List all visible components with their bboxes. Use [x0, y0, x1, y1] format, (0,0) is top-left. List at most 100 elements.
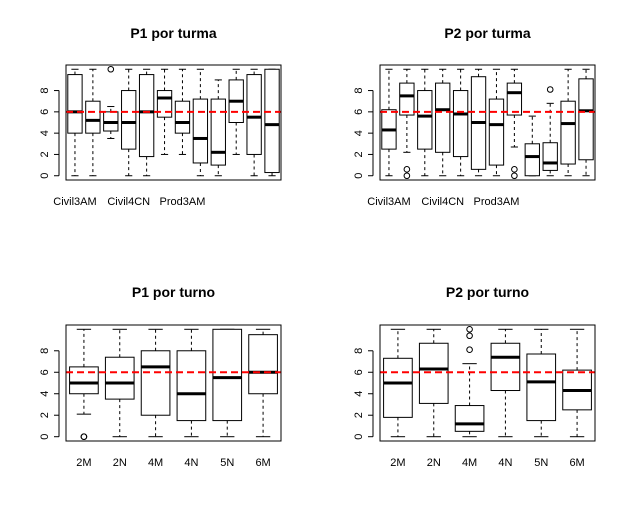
x-tick-label: Prod3AM: [160, 196, 206, 208]
iqr-box: [488, 98, 505, 166]
iqr-box: [264, 68, 280, 174]
y-tick-label: 8: [39, 87, 51, 93]
iqr-box: [140, 350, 171, 416]
x-tick-label: 4N: [184, 457, 198, 469]
iqr-box: [156, 90, 173, 118]
box-5: [452, 68, 469, 177]
outlier-point: [466, 325, 473, 333]
box-10: [542, 86, 558, 177]
iqr-box: [506, 82, 523, 116]
y-tick-label: 8: [353, 348, 365, 354]
iqr-box: [248, 334, 278, 395]
iqr-box: [192, 98, 209, 164]
iqr-box: [524, 143, 540, 177]
box-4: [121, 68, 137, 177]
iqr-box: [246, 74, 262, 155]
y-axis: 0 2 4 6 8: [39, 87, 60, 179]
iqr-box: [383, 357, 413, 418]
box-6: [156, 68, 173, 155]
box-3: [417, 68, 433, 177]
box-5: [526, 328, 557, 438]
chart-panel: P1 por turma 0 2 4 6 8 Civil3AM Civil4CN Prod3AM: [39, 25, 282, 208]
iqr-box: [490, 342, 521, 392]
y-axis: 0 2 4 6 8: [39, 348, 60, 440]
plot-frame: [379, 324, 596, 442]
outlier-point: [466, 346, 473, 354]
y-tick-label: 6: [39, 369, 51, 375]
iqr-box: [560, 100, 576, 165]
box-11: [560, 68, 576, 177]
chart-title: P2 por turno: [446, 284, 529, 300]
box-8: [506, 68, 523, 180]
outlier-point: [511, 166, 518, 173]
x-tick-label: 2N: [427, 457, 441, 469]
box-5: [212, 328, 243, 438]
y-tick-label: 2: [39, 412, 51, 418]
x-tick-label: Prod3AM: [474, 196, 520, 208]
box-4: [176, 328, 207, 438]
box-1: [383, 328, 413, 438]
iqr-box: [138, 74, 155, 158]
box-11: [246, 68, 262, 177]
iqr-box: [418, 342, 449, 404]
chart-panel: P1 por turno 0 2 4 6 8 2M 2N 4M 4N 5N 6M: [39, 284, 282, 469]
box-2: [399, 68, 415, 180]
y-axis: 0 2 4 6 8: [353, 348, 374, 440]
iqr-box: [542, 142, 558, 171]
y-tick-label: 6: [353, 109, 365, 115]
x-tick-label: 2N: [113, 457, 127, 469]
chart-title: P2 por turma: [444, 25, 531, 41]
box-3: [103, 65, 119, 139]
iqr-box: [452, 90, 469, 158]
box-6: [470, 68, 487, 177]
plot-frame: [379, 64, 596, 181]
box-7: [174, 68, 191, 155]
y-tick-label: 4: [353, 391, 365, 397]
x-tick-label: 4M: [462, 457, 477, 469]
y-axis: 0 2 4 6 8: [353, 87, 374, 179]
x-tick-label: 6M: [569, 457, 584, 469]
y-tick-label: 6: [353, 369, 365, 375]
y-tick-label: 4: [39, 130, 51, 136]
x-tick-label: Civil3AM: [53, 196, 96, 208]
outlier-point: [107, 65, 115, 73]
iqr-box: [121, 90, 137, 150]
chart-title: P1 por turma: [130, 25, 217, 41]
outlier-point: [546, 86, 554, 93]
x-tick-label: 2M: [76, 457, 91, 469]
x-tick-label: 2M: [390, 457, 405, 469]
box-3: [454, 325, 485, 438]
iqr-box: [67, 74, 83, 134]
iqr-box: [69, 366, 99, 395]
y-tick-label: 0: [39, 173, 51, 179]
box-12: [264, 68, 280, 177]
y-tick-label: 6: [39, 109, 51, 115]
iqr-box: [85, 100, 101, 134]
x-tick-label: Civil4CN: [421, 196, 464, 208]
y-tick-label: 4: [39, 391, 51, 397]
iqr-box: [174, 100, 191, 134]
iqr-box: [104, 356, 135, 400]
iqr-box: [578, 78, 594, 161]
iqr-box: [176, 350, 207, 422]
box-6: [562, 328, 592, 438]
outlier-point: [80, 433, 88, 441]
y-tick-label: 8: [353, 87, 365, 93]
box-9: [524, 115, 540, 177]
outlier-point: [466, 332, 473, 340]
y-tick-label: 2: [39, 151, 51, 157]
chart-panel: P2 por turno 0 2 4 6 8 2M 2N 4M 4N 5N 6M: [353, 284, 596, 469]
iqr-box: [454, 405, 485, 432]
box-1: [381, 68, 397, 177]
box-3: [140, 328, 171, 438]
box-2: [104, 328, 135, 438]
chart-panel: P2 por turma 0 2 4 6 8 Civil3AM Civil4CN Prod3AM: [353, 25, 596, 208]
y-tick-label: 0: [353, 173, 365, 179]
outlier-point: [403, 172, 411, 180]
box-2: [418, 328, 449, 438]
plot-frame: [65, 324, 282, 442]
y-tick-label: 0: [353, 434, 365, 440]
outlier-point: [403, 166, 411, 173]
box-4: [490, 328, 521, 438]
